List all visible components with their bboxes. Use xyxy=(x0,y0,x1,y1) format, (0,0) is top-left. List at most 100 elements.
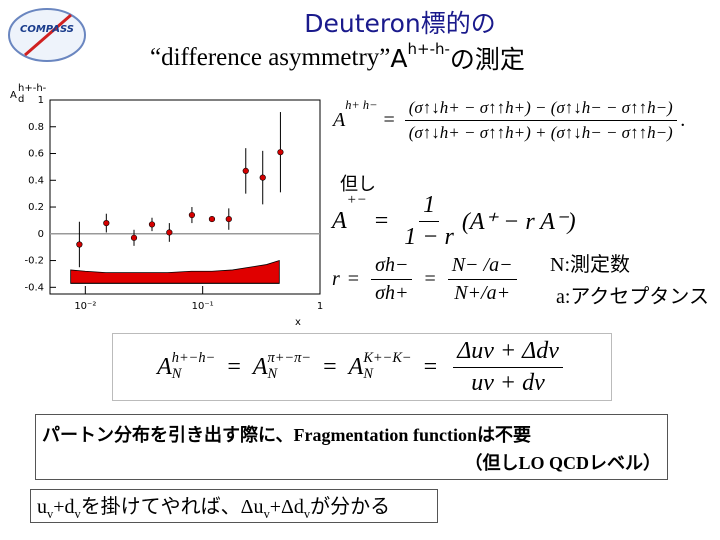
eq-numerator: (σ↑↓h+ − σ↑↑h+) − (σ↑↓h− − σ↑↑h−) xyxy=(404,98,677,121)
title-line1: Deuteron標的の xyxy=(0,4,720,40)
y-tick-label: 0.4 xyxy=(28,175,44,186)
note-text: +Δd xyxy=(269,496,304,518)
eq-sup: +− xyxy=(346,192,367,208)
y-axis-label-sup: h+-h- xyxy=(18,83,47,94)
eq-denominator: N+/a+ xyxy=(454,282,511,304)
eq-op: = xyxy=(423,353,438,380)
logo-needle xyxy=(24,13,72,57)
eq-denominator: (σ↑↓h+ − σ↑↑h+) + (σ↑↓h− − σ↑↑h−) xyxy=(408,123,673,142)
logo-text: COMPASS xyxy=(20,24,74,35)
data-point xyxy=(76,241,83,248)
note-text: v xyxy=(263,507,270,521)
y-tick-label: 0.2 xyxy=(28,202,44,213)
eq-term: A K+−K− N xyxy=(348,350,412,383)
note-text: は不要 xyxy=(476,425,531,446)
note-box: パートン分布を引き出す際に、Fragmentation functionは不要 … xyxy=(35,414,668,480)
data-point xyxy=(130,234,138,241)
x-tick-label: 10⁻¹ xyxy=(192,301,214,312)
eq-scripts: K+−K− N xyxy=(363,350,412,383)
data-point xyxy=(166,229,173,236)
note-text: v xyxy=(74,507,81,521)
note-text: u xyxy=(37,496,47,518)
x-tick-label: 10⁻² xyxy=(74,301,96,312)
note-text: レベル） xyxy=(589,453,661,474)
y-tick-label: 0 xyxy=(38,229,44,240)
eq-symbol: A xyxy=(157,353,172,380)
data-point xyxy=(242,167,249,175)
eq-denominator: uv + dv xyxy=(471,369,545,396)
data-point xyxy=(148,221,156,228)
bottom-note: uv+dvを掛けてやれば、Δuv+Δdvが分かる xyxy=(30,489,438,523)
eq-sup: K+−K− xyxy=(363,350,412,367)
eq-rhs: (A⁺ − r A⁻) xyxy=(461,209,576,235)
legend-n: N:測定数 xyxy=(550,254,630,276)
eq-op: = xyxy=(227,353,241,380)
chart: A d h+-h- x -0.4 -0.2 0 0.2 0.4 0.6 0.8 1 10⁻² 10… xyxy=(10,83,323,328)
data-point xyxy=(103,219,110,227)
y-axis-label: A xyxy=(10,90,17,101)
eq-op: = xyxy=(374,208,389,234)
equation-3: r = σh− σh+ = N− /a− N+/a+ xyxy=(332,254,521,305)
note-text: Fragmentation function xyxy=(293,425,477,445)
eq-numerator: 1 xyxy=(419,192,440,222)
eq-symbol: r xyxy=(332,268,340,290)
note-line2: （但しLO QCDレベル） xyxy=(464,449,661,475)
title-sup: h+-h- xyxy=(407,40,450,58)
data-point xyxy=(208,215,216,223)
note-text: v xyxy=(303,507,311,521)
eq-op: = xyxy=(347,268,360,290)
eq-sub: N xyxy=(363,366,373,382)
systematic-band xyxy=(70,260,280,284)
eq-numerator: σh− xyxy=(371,254,413,280)
y-axis-label-sub: d xyxy=(18,94,24,105)
eq-scripts: h+−h− N xyxy=(171,350,216,383)
y-tick-label: -0.2 xyxy=(24,256,44,267)
note-text: を掛けてやれば、Δu xyxy=(80,496,264,518)
y-tick-label: 0.8 xyxy=(28,122,44,133)
eq-symbol: A xyxy=(252,353,268,380)
eq-end: . xyxy=(680,109,686,131)
title-quoted: “difference asymmetry” xyxy=(150,44,391,71)
title-text: Deuteron標的の xyxy=(304,9,496,38)
y-tick-label: 0.6 xyxy=(28,149,44,160)
eq-sub: N xyxy=(267,366,278,382)
data-point xyxy=(188,211,196,219)
eq-numerator: N− /a− xyxy=(447,254,517,280)
note-text: +d xyxy=(53,496,75,518)
eq-sup: h+−h− xyxy=(171,350,216,367)
eq-sup: π+−π− xyxy=(267,350,312,367)
legend-a: a:アクセプタンス xyxy=(556,286,710,308)
title-symbol: A xyxy=(390,43,408,73)
data-point xyxy=(277,149,284,156)
eq-numerator: Δuv + Δdv xyxy=(453,338,563,368)
eq-op: = xyxy=(424,268,436,290)
eq-fraction: Δuv + Δdv uv + dv xyxy=(453,338,563,397)
title-tail: の測定 xyxy=(449,45,525,74)
y-tick-label: 1 xyxy=(38,95,44,106)
data-point xyxy=(225,215,232,223)
eq-op: = xyxy=(323,353,337,380)
note-text: （但し xyxy=(464,453,519,474)
note-text: v xyxy=(47,507,54,521)
logo: COMPASS xyxy=(8,8,86,62)
note-tadashi: 但し xyxy=(340,174,376,195)
note-text: が分かる xyxy=(310,496,391,518)
eq-symbol: A xyxy=(332,208,347,234)
eq-op: = xyxy=(383,109,395,131)
eq-sup: h+ h− xyxy=(345,98,378,112)
eq-symbol: A xyxy=(348,353,364,380)
data-point xyxy=(259,174,266,181)
eq-denominator: σh+ xyxy=(375,282,409,304)
eq-scripts: π+−π− N xyxy=(267,350,312,383)
title-line2: “difference asymmetry” A h+-h- の測定 xyxy=(150,40,525,76)
y-tick-label: -0.4 xyxy=(24,282,44,293)
eq-symbol: A xyxy=(333,109,346,131)
eq-sub: N xyxy=(171,366,182,382)
x-axis-label: x xyxy=(295,317,301,328)
